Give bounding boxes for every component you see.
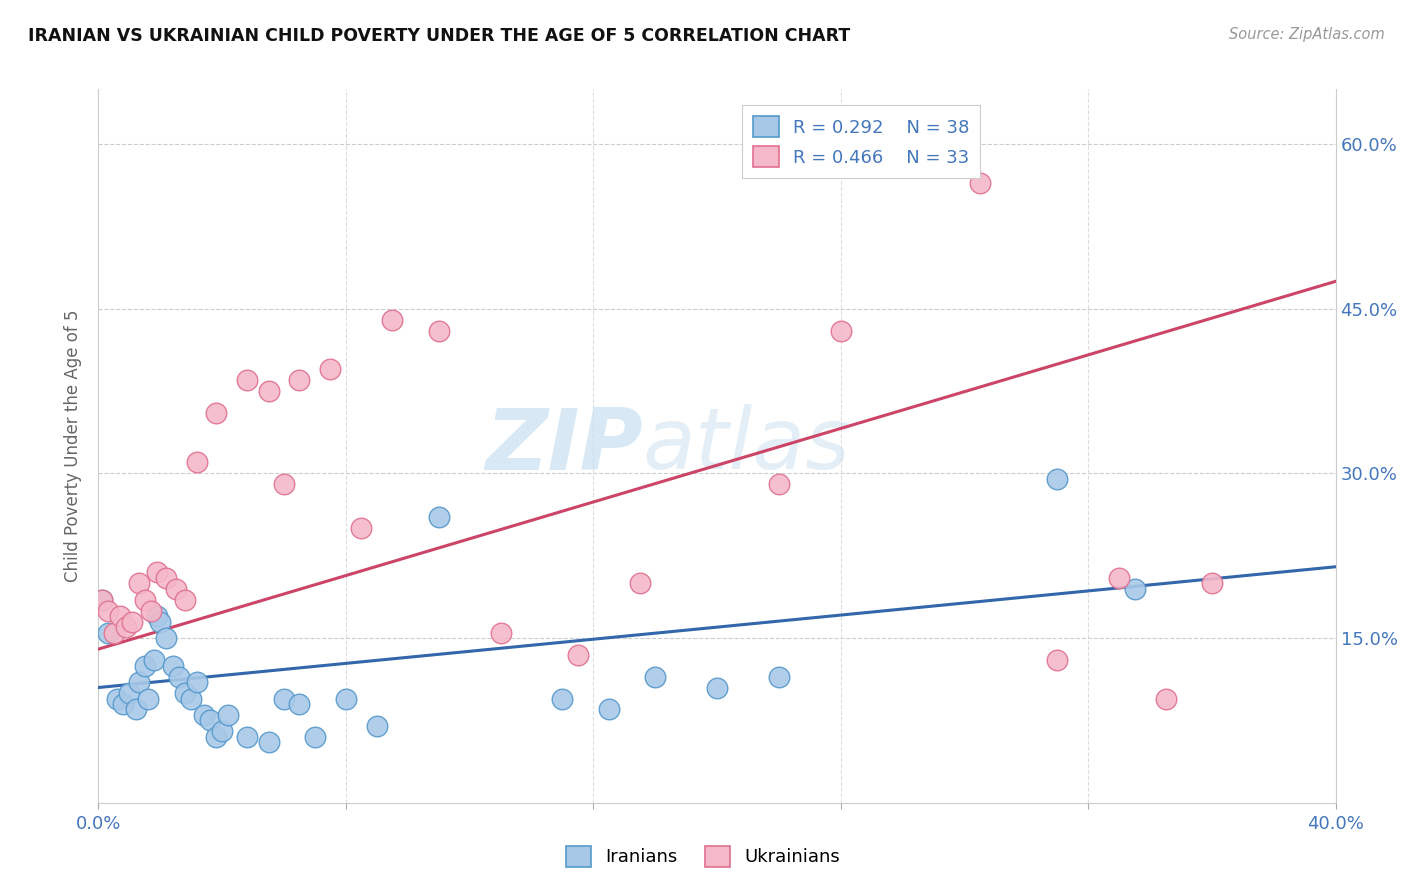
Point [211,724,233,739]
Point [1108,571,1130,585]
Point [105,691,128,706]
Y-axis label: Child Poverty Under the Age of 5: Child Poverty Under the Age of 5 [65,310,83,582]
Point [1123,582,1146,596]
Point [288,697,311,711]
Point [186,455,208,469]
Point [174,592,197,607]
Point [112,697,135,711]
Point [134,658,156,673]
Point [174,686,197,700]
Point [162,658,184,673]
Point [146,609,169,624]
Point [97,604,120,618]
Point [90,592,112,607]
Point [128,576,150,591]
Point [205,730,228,744]
Point [768,477,790,491]
Point [1046,472,1069,486]
Point [830,324,852,338]
Point [155,631,177,645]
Text: Source: ZipAtlas.com: Source: ZipAtlas.com [1229,27,1385,42]
Legend: R = 0.292    N = 38, R = 0.466    N = 33: R = 0.292 N = 38, R = 0.466 N = 33 [742,105,980,178]
Point [134,592,156,607]
Point [143,653,166,667]
Point [273,691,295,706]
Point [768,669,790,683]
Point [236,730,259,744]
Point [108,609,131,624]
Point [103,625,125,640]
Point [319,362,342,376]
Text: ZIP: ZIP [485,404,643,488]
Point [236,373,259,387]
Point [273,477,295,491]
Point [180,691,202,706]
Point [128,675,150,690]
Point [1154,691,1177,706]
Point [121,615,143,629]
Point [97,625,120,640]
Point [427,324,450,338]
Point [644,669,666,683]
Point [136,691,159,706]
Point [427,510,450,524]
Point [146,566,169,580]
Point [551,691,574,706]
Point [288,373,311,387]
Point [628,576,651,591]
Point [205,406,228,420]
Point [335,691,357,706]
Point [90,592,112,607]
Point [598,702,620,716]
Point [1201,576,1223,591]
Point [193,708,215,723]
Text: atlas: atlas [643,404,851,488]
Point [567,648,589,662]
Point [350,521,373,535]
Point [1046,653,1069,667]
Point [198,714,221,728]
Point [257,735,280,749]
Point [167,669,190,683]
Point [706,681,728,695]
Point [304,730,326,744]
Point [165,582,187,596]
Legend: Iranians, Ukrainians: Iranians, Ukrainians [558,838,848,874]
Point [149,615,172,629]
Point [155,571,177,585]
Point [115,620,138,634]
Point [124,702,146,716]
Point [257,384,280,398]
Point [489,625,512,640]
Point [118,686,141,700]
Point [969,176,991,190]
Text: IRANIAN VS UKRAINIAN CHILD POVERTY UNDER THE AGE OF 5 CORRELATION CHART: IRANIAN VS UKRAINIAN CHILD POVERTY UNDER… [28,27,851,45]
Point [217,708,239,723]
Point [366,719,388,733]
Point [186,675,208,690]
Point [139,604,162,618]
Point [381,312,404,326]
